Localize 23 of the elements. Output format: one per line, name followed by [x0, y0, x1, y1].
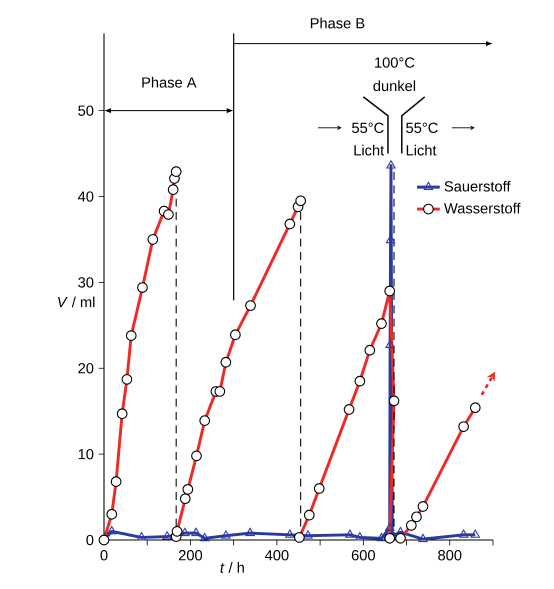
x-tick-label: 800: [438, 550, 462, 560]
annotation: Licht: [406, 144, 436, 156]
x-tick-label: 0: [100, 550, 108, 560]
y-tick-label: 30: [78, 277, 94, 288]
y-tick-label: 40: [78, 191, 94, 202]
y-tick-label: 0: [86, 534, 94, 546]
annotation: dunkel: [373, 80, 416, 92]
annotation: 55°C: [406, 122, 438, 133]
annotation: 55°C: [352, 122, 384, 133]
legend-label: Wasserstoff: [444, 202, 521, 214]
x-tick-label: 600: [352, 550, 375, 560]
x-tick-label: 200: [178, 550, 202, 560]
annotation: Phase A: [142, 76, 196, 88]
legend-label: Sauerstoff: [444, 180, 511, 192]
y-tick-label: 10: [78, 448, 94, 460]
x-axis-title: t / h: [220, 562, 244, 573]
text: Phase B: [310, 18, 364, 28]
annotation: Licht: [354, 144, 384, 156]
y-tick-label: 50: [78, 105, 94, 116]
y-axis-title: V / ml: [58, 296, 94, 308]
annotation: 100°C: [375, 57, 414, 68]
x-tick-label: 400: [264, 550, 289, 560]
y-tick-label: 20: [78, 363, 94, 374]
